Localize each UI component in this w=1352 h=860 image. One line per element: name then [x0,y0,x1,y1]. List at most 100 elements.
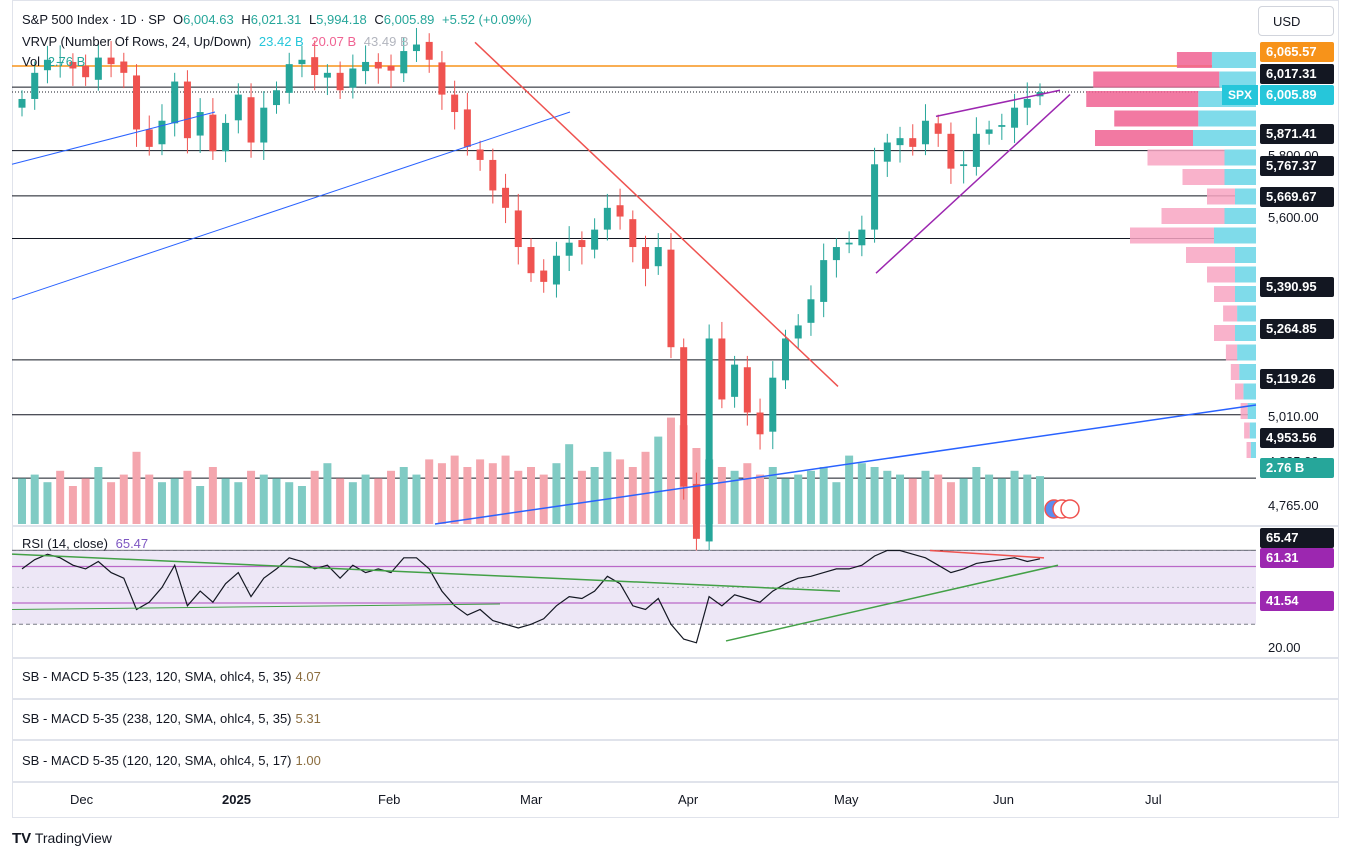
currency-selector[interactable]: USD [1258,6,1334,36]
volume-bar [514,470,523,524]
vp-bar-down [1095,130,1193,146]
volume-bar [196,486,205,524]
candle-body [731,364,739,397]
candle-body [782,338,789,381]
candle-body [400,51,408,74]
rsi-legend[interactable]: RSI (14, close) 65.47 [22,536,148,551]
volume-bar [259,474,268,524]
candle-body [718,338,726,400]
candle-body [145,129,153,147]
purple-wedge-lower [875,94,1071,274]
rsi-value: 65.47 [115,536,149,551]
macd-legend-2[interactable]: SB - MACD 5-35 (238, 120, SMA, ohlc4, 5,… [22,711,321,726]
candle-body [985,129,993,134]
rsi-label-upper: 61.31 [1260,548,1334,568]
volume-bar [896,474,905,524]
candle-body [960,164,968,167]
last-price-label: 6,005.89 [1260,85,1334,105]
candle-body [31,72,39,99]
macd-legend-1[interactable]: SB - MACD 5-35 (123, 120, SMA, ohlc4, 5,… [22,669,321,684]
time-axis[interactable] [12,782,1339,818]
volume-bar [590,467,599,524]
volume-bar [527,467,535,524]
candle-body [463,109,471,147]
candle-body [94,57,102,80]
vp-bar-down [1176,52,1212,68]
candle-body [820,260,828,302]
candle-body [82,65,90,78]
vol-label: Vol [22,54,41,69]
vp-bar-up [1249,422,1256,439]
vol-value: 2.76 B [47,54,86,69]
volume-bar [488,463,497,524]
vp-bar-down [1093,71,1220,88]
candle-body [540,270,548,282]
brand-name: TradingView [34,830,112,846]
vp-bar-up [1219,71,1256,88]
volume-bar [425,459,434,524]
macd-pane-1[interactable] [12,658,1339,699]
vp-bar-up [1235,286,1256,302]
candle-body [858,229,866,246]
vp-bar-up [1235,247,1256,263]
volume-bar [603,451,612,524]
price-pane[interactable] [12,0,1339,526]
vp-bar-down [1225,344,1238,361]
x-label: Feb [378,792,401,807]
volume-bar [234,482,243,524]
candle-body [349,68,357,88]
vp-bar-down [1086,91,1199,107]
candle-body [896,138,904,146]
high-value: 6,021.31 [250,12,302,27]
volume-bar [157,482,166,524]
vp-bar-up [1247,403,1256,419]
candle-body [311,57,319,76]
candle-body [56,61,64,63]
rsi-label: RSI (14, close) [22,536,108,551]
candle-body [336,72,344,91]
vp-bar-up [1211,52,1256,68]
candle-body [654,247,662,267]
x-label: Apr [678,792,699,807]
volume-bar [717,467,726,524]
candle-body [1023,98,1031,108]
macd-pane-2[interactable] [12,699,1339,740]
tv-logo-icon: TV [12,830,32,847]
candle-body [692,483,700,539]
price-label: 5,767.37 [1260,156,1334,176]
candle-body [362,61,370,72]
volume-bar [221,478,230,524]
vp-bar-up [1224,169,1256,185]
volume-bar [883,470,892,524]
candle-body [667,249,675,348]
vp-bar-up [1214,227,1256,244]
candle-body [438,62,446,95]
volume-bar [819,467,828,524]
vp-bar-down [1161,208,1225,224]
tradingview-logo[interactable]: TV TradingView [12,830,112,847]
candle-body [769,377,777,432]
volume-bar [743,463,752,524]
volume-bar [412,474,421,524]
macd-pane-3[interactable] [12,740,1339,782]
volume-bar [310,470,319,524]
volume-bar [768,467,777,524]
candle-body [476,149,484,160]
volume-bar [336,478,345,524]
candle-body [489,159,497,191]
candle-body [743,367,751,413]
rsi-green-trend-lower [11,603,501,611]
volume-bar [666,417,675,524]
volume-bar [68,486,77,524]
candle-body [273,90,280,106]
volume-bar [348,482,357,524]
symbol-title[interactable]: S&P 500 Index · 1D · SP [22,12,166,27]
volume-bar [208,467,217,524]
vrvp-legend[interactable]: VRVP (Number Of Rows, 24, Up/Down) 23.42… [22,34,409,49]
volume-bar [730,470,739,524]
volume-legend[interactable]: Vol 2.76 B [22,54,85,69]
macd-legend-3[interactable]: SB - MACD 5-35 (120, 120, SMA, ohlc4, 5,… [22,753,321,768]
purple-wedge-upper [935,89,1061,118]
price-tick: 5,600.00 [1268,210,1319,225]
